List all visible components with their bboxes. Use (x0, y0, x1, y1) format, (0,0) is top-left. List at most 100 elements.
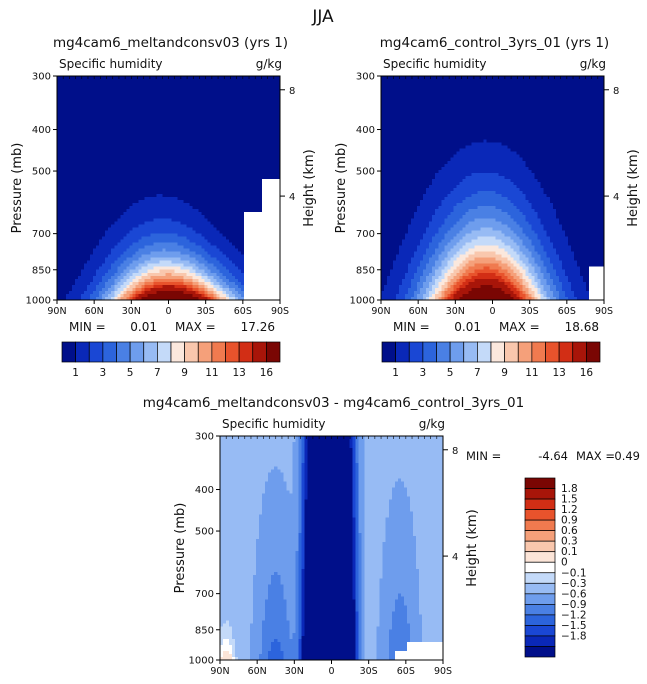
contour-cell (60, 242, 64, 246)
contour-cell (175, 218, 179, 222)
contour-cell (144, 233, 148, 237)
contour-cell (150, 127, 154, 131)
contour-cell (169, 76, 173, 80)
contour-cell (93, 264, 97, 268)
contour-cell (111, 94, 115, 98)
contour-cell (202, 267, 206, 271)
contour-cell (247, 215, 251, 219)
contour-cell (156, 134, 160, 138)
contour-cell (159, 106, 163, 110)
contour-cell (150, 97, 154, 101)
contour-cell (262, 173, 266, 177)
contour-cell (187, 267, 191, 271)
contour-cell (232, 176, 236, 180)
contour-cell (156, 239, 160, 243)
contour-cell (232, 158, 236, 162)
contour-cell (181, 130, 185, 134)
contour-cell (102, 124, 106, 128)
contour-cell (181, 115, 185, 119)
contour-cell (60, 167, 64, 171)
contour-cell (232, 246, 236, 250)
contour-cell (63, 127, 67, 131)
contour-cell (223, 137, 227, 141)
contour-cell (105, 134, 109, 138)
contour-cell (162, 124, 166, 128)
contour-cell (69, 109, 73, 113)
contour-cell (114, 127, 118, 131)
contour-cell (147, 258, 151, 262)
contour-cell (162, 197, 166, 201)
contour-cell (178, 249, 182, 253)
contour-cell (214, 212, 218, 216)
contour-cell (114, 215, 118, 219)
contour-cell (114, 149, 118, 153)
contour-cell (120, 106, 124, 110)
contour-cell (84, 212, 88, 216)
contour-cell (247, 194, 251, 198)
contour-cell (172, 215, 176, 219)
contour-cell (141, 155, 145, 159)
contour-cell (265, 246, 269, 250)
contour-cell (129, 146, 133, 150)
contour-cell (241, 143, 245, 147)
contour-cell (184, 143, 188, 147)
contour-cell (238, 236, 242, 240)
contour-cell (268, 179, 272, 183)
contour-cell (244, 103, 248, 107)
contour-cell (165, 206, 169, 210)
contour-cell (265, 242, 269, 246)
contour-cell (69, 79, 73, 83)
contour-cell (120, 134, 124, 138)
contour-cell (132, 267, 136, 271)
contour-cell (238, 170, 242, 174)
contour-cell (241, 255, 245, 259)
contour-cell (265, 170, 269, 174)
contour-cell (129, 233, 133, 237)
contour-cell (138, 224, 142, 228)
contour-cell (223, 82, 227, 86)
contour-cell (159, 103, 163, 107)
contour-cell (256, 88, 260, 92)
contour-cell (202, 194, 206, 198)
contour-cell (256, 230, 260, 234)
contour-cell (187, 239, 191, 243)
contour-cell (268, 85, 272, 89)
contour-cell (159, 137, 163, 141)
contour-cell (265, 167, 269, 171)
contour-cell (196, 158, 200, 162)
contour-cell (123, 127, 127, 131)
contour-cell (108, 200, 112, 204)
contour-cell (165, 236, 169, 240)
contour-cell (244, 140, 248, 144)
contour-cell (147, 134, 151, 138)
contour-cell (193, 100, 197, 104)
contour-cell (253, 109, 257, 113)
contour-cell (256, 179, 260, 183)
contour-cell (199, 167, 203, 171)
contour-cell (81, 197, 85, 201)
contour-cell (178, 94, 182, 98)
contour-cell (172, 143, 176, 147)
contour-cell (132, 206, 136, 210)
contour-cell (205, 164, 209, 168)
contour-cell (78, 255, 82, 259)
contour-cell (105, 270, 109, 274)
contour-cell (147, 152, 151, 156)
contour-cell (211, 137, 215, 141)
contour-cell (259, 97, 263, 101)
contour-cell (235, 118, 239, 122)
contour-cell (153, 233, 157, 237)
contour-cell (87, 273, 91, 277)
contour-cell (159, 94, 163, 98)
contour-cell (159, 273, 163, 277)
contour-cell (78, 173, 82, 177)
contour-cell (259, 118, 263, 122)
contour-cell (226, 233, 230, 237)
contour-cell (178, 227, 182, 231)
contour-cell (202, 158, 206, 162)
contour-cell (63, 118, 67, 122)
contour-cell (69, 270, 73, 274)
contour-cell (114, 264, 118, 268)
contour-cell (190, 218, 194, 222)
contour-cell (229, 182, 233, 186)
